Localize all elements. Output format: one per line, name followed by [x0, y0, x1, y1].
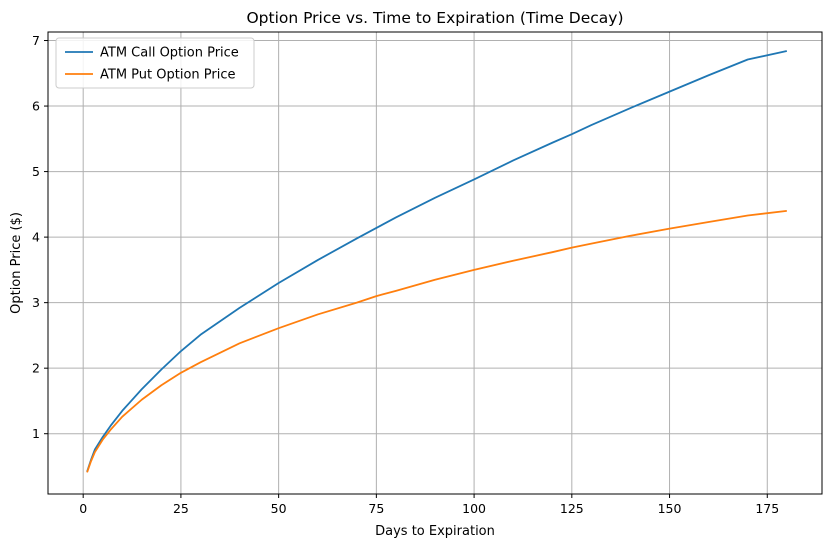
x-tick-label: 25	[173, 501, 189, 516]
x-axis-label: Days to Expiration	[375, 524, 495, 539]
y-tick-label: 4	[32, 230, 40, 245]
axis-ticks: 0 25 50 75 100 125 150 175 1 2 3 4 5 6 7	[32, 33, 779, 516]
legend-box	[55, 37, 255, 89]
y-tick-label: 7	[32, 33, 40, 48]
series-line-1	[86, 50, 788, 473]
y-tick-label: 2	[32, 361, 40, 376]
x-tick-label: 50	[271, 501, 287, 516]
x-tick-label: 0	[79, 501, 87, 516]
y-tick-label: 6	[32, 99, 40, 114]
plot-frame	[47, 31, 823, 495]
y-axis-label: Option Price ($)	[9, 212, 24, 314]
y-tick-label: 5	[32, 164, 40, 179]
legend-label: ATM Put Option Price	[100, 68, 235, 83]
x-tick-label: 75	[368, 501, 384, 516]
x-tick-label: 100	[462, 501, 486, 516]
legend: ATM Call Option Price ATM Put Option Pric…	[55, 37, 255, 89]
x-tick-label: 175	[755, 501, 779, 516]
y-tick-label: 3	[32, 295, 40, 310]
chart-title: Option Price vs. Time to Expiration (Tim…	[246, 9, 623, 27]
y-tick-label: 1	[32, 426, 40, 441]
series-lines	[86, 50, 788, 473]
x-tick-label: 125	[560, 501, 584, 516]
series-line-2	[86, 210, 787, 473]
legend-label: ATM Call Option Price	[100, 46, 239, 61]
grid-lines	[48, 32, 822, 494]
x-tick-label: 150	[658, 501, 682, 516]
